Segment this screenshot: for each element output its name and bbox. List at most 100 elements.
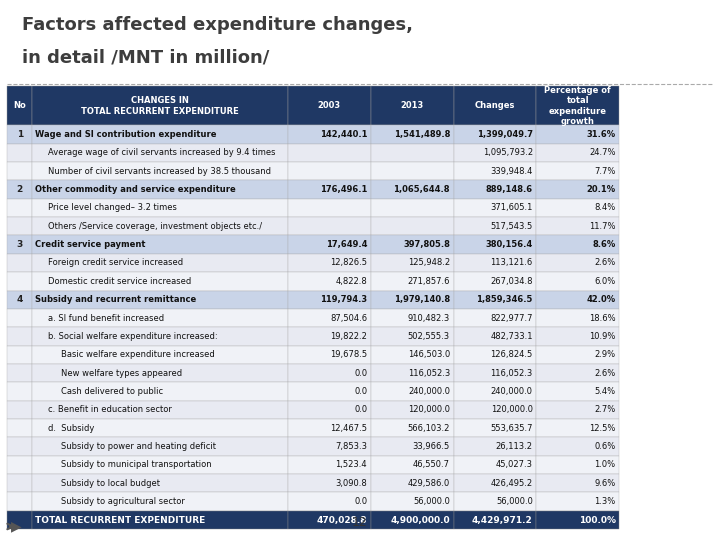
Bar: [454, 382, 536, 401]
Bar: [536, 419, 619, 437]
Bar: [32, 401, 288, 419]
Bar: [7, 419, 32, 437]
Bar: [371, 86, 454, 125]
Text: 2.6%: 2.6%: [594, 369, 616, 377]
Bar: [454, 144, 536, 162]
Bar: [454, 291, 536, 309]
Bar: [32, 309, 288, 327]
Bar: [454, 272, 536, 291]
Bar: [32, 162, 288, 180]
Text: 429,586.0: 429,586.0: [408, 479, 450, 488]
Text: Other commodity and service expenditure: Other commodity and service expenditure: [35, 185, 236, 194]
Bar: [288, 180, 371, 199]
Text: b. Social welfare expenditure increased:: b. Social welfare expenditure increased:: [48, 332, 218, 341]
Text: 31.6%: 31.6%: [587, 130, 616, 139]
Bar: [32, 217, 288, 235]
Bar: [371, 217, 454, 235]
Bar: [288, 419, 371, 437]
Bar: [536, 492, 619, 511]
Bar: [536, 437, 619, 456]
Bar: [7, 511, 32, 529]
Text: 1,541,489.8: 1,541,489.8: [394, 130, 450, 139]
Text: 2013: 2013: [400, 102, 424, 110]
Bar: [371, 346, 454, 364]
Bar: [32, 254, 288, 272]
Text: 502,555.3: 502,555.3: [408, 332, 450, 341]
Text: 1,523.4: 1,523.4: [336, 461, 367, 469]
Text: 46,550.7: 46,550.7: [413, 461, 450, 469]
Bar: [536, 254, 619, 272]
Text: 2: 2: [17, 185, 23, 194]
Bar: [371, 309, 454, 327]
Bar: [536, 180, 619, 199]
Text: 9.6%: 9.6%: [594, 479, 616, 488]
Text: Average wage of civil servants increased by 9.4 times: Average wage of civil servants increased…: [48, 148, 276, 157]
Text: Subsidy to agricultural sector: Subsidy to agricultural sector: [61, 497, 185, 506]
Text: 482,733.1: 482,733.1: [490, 332, 533, 341]
Text: Factors affected expenditure changes,: Factors affected expenditure changes,: [22, 16, 413, 34]
Bar: [454, 401, 536, 419]
Text: 553,635.7: 553,635.7: [490, 424, 533, 433]
Text: 12,826.5: 12,826.5: [330, 259, 367, 267]
Bar: [32, 364, 288, 382]
Text: 8.6%: 8.6%: [593, 240, 616, 249]
Text: 12: 12: [352, 516, 368, 529]
Bar: [288, 474, 371, 492]
Text: 0.0: 0.0: [354, 406, 367, 414]
Text: 1,979,140.8: 1,979,140.8: [394, 295, 450, 304]
Text: 19,822.2: 19,822.2: [330, 332, 367, 341]
Bar: [454, 235, 536, 254]
Text: 2003: 2003: [318, 102, 341, 110]
Bar: [454, 217, 536, 235]
Bar: [371, 474, 454, 492]
Text: 339,948.4: 339,948.4: [490, 167, 533, 176]
Bar: [32, 437, 288, 456]
Bar: [7, 254, 32, 272]
Bar: [371, 511, 454, 529]
Text: 3: 3: [17, 240, 23, 249]
Text: Cash delivered to public: Cash delivered to public: [61, 387, 163, 396]
Bar: [536, 291, 619, 309]
Bar: [454, 162, 536, 180]
Bar: [371, 382, 454, 401]
Bar: [7, 364, 32, 382]
Text: Domestic credit service increased: Domestic credit service increased: [48, 277, 192, 286]
Text: 426,495.2: 426,495.2: [490, 479, 533, 488]
Text: 116,052.3: 116,052.3: [490, 369, 533, 377]
Text: 100.0%: 100.0%: [579, 516, 616, 524]
Text: 889,148.6: 889,148.6: [486, 185, 533, 194]
Text: 146,503.0: 146,503.0: [408, 350, 450, 359]
Bar: [288, 511, 371, 529]
Text: Subsidy to municipal transportation: Subsidy to municipal transportation: [61, 461, 212, 469]
Bar: [536, 511, 619, 529]
Bar: [536, 382, 619, 401]
Bar: [288, 162, 371, 180]
Bar: [288, 456, 371, 474]
Bar: [454, 125, 536, 144]
Text: 470,028.8: 470,028.8: [317, 516, 367, 524]
Bar: [454, 86, 536, 125]
Bar: [454, 437, 536, 456]
Text: Subsidy and recurrent remittance: Subsidy and recurrent remittance: [35, 295, 197, 304]
Text: 119,794.3: 119,794.3: [320, 295, 367, 304]
Text: 142,440.1: 142,440.1: [320, 130, 367, 139]
Text: 120,000.0: 120,000.0: [491, 406, 533, 414]
Text: 1,095,793.2: 1,095,793.2: [482, 148, 533, 157]
Bar: [7, 456, 32, 474]
Bar: [32, 144, 288, 162]
Bar: [288, 327, 371, 346]
Text: 10.9%: 10.9%: [589, 332, 616, 341]
Text: 176,496.1: 176,496.1: [320, 185, 367, 194]
Text: 113,121.6: 113,121.6: [490, 259, 533, 267]
Bar: [536, 235, 619, 254]
Bar: [371, 437, 454, 456]
Text: 4,900,000.0: 4,900,000.0: [390, 516, 450, 524]
Bar: [536, 309, 619, 327]
Bar: [288, 364, 371, 382]
Text: 0.0: 0.0: [354, 387, 367, 396]
Bar: [536, 199, 619, 217]
Text: 3,090.8: 3,090.8: [336, 479, 367, 488]
Bar: [288, 309, 371, 327]
Bar: [7, 291, 32, 309]
Text: 116,052.3: 116,052.3: [408, 369, 450, 377]
